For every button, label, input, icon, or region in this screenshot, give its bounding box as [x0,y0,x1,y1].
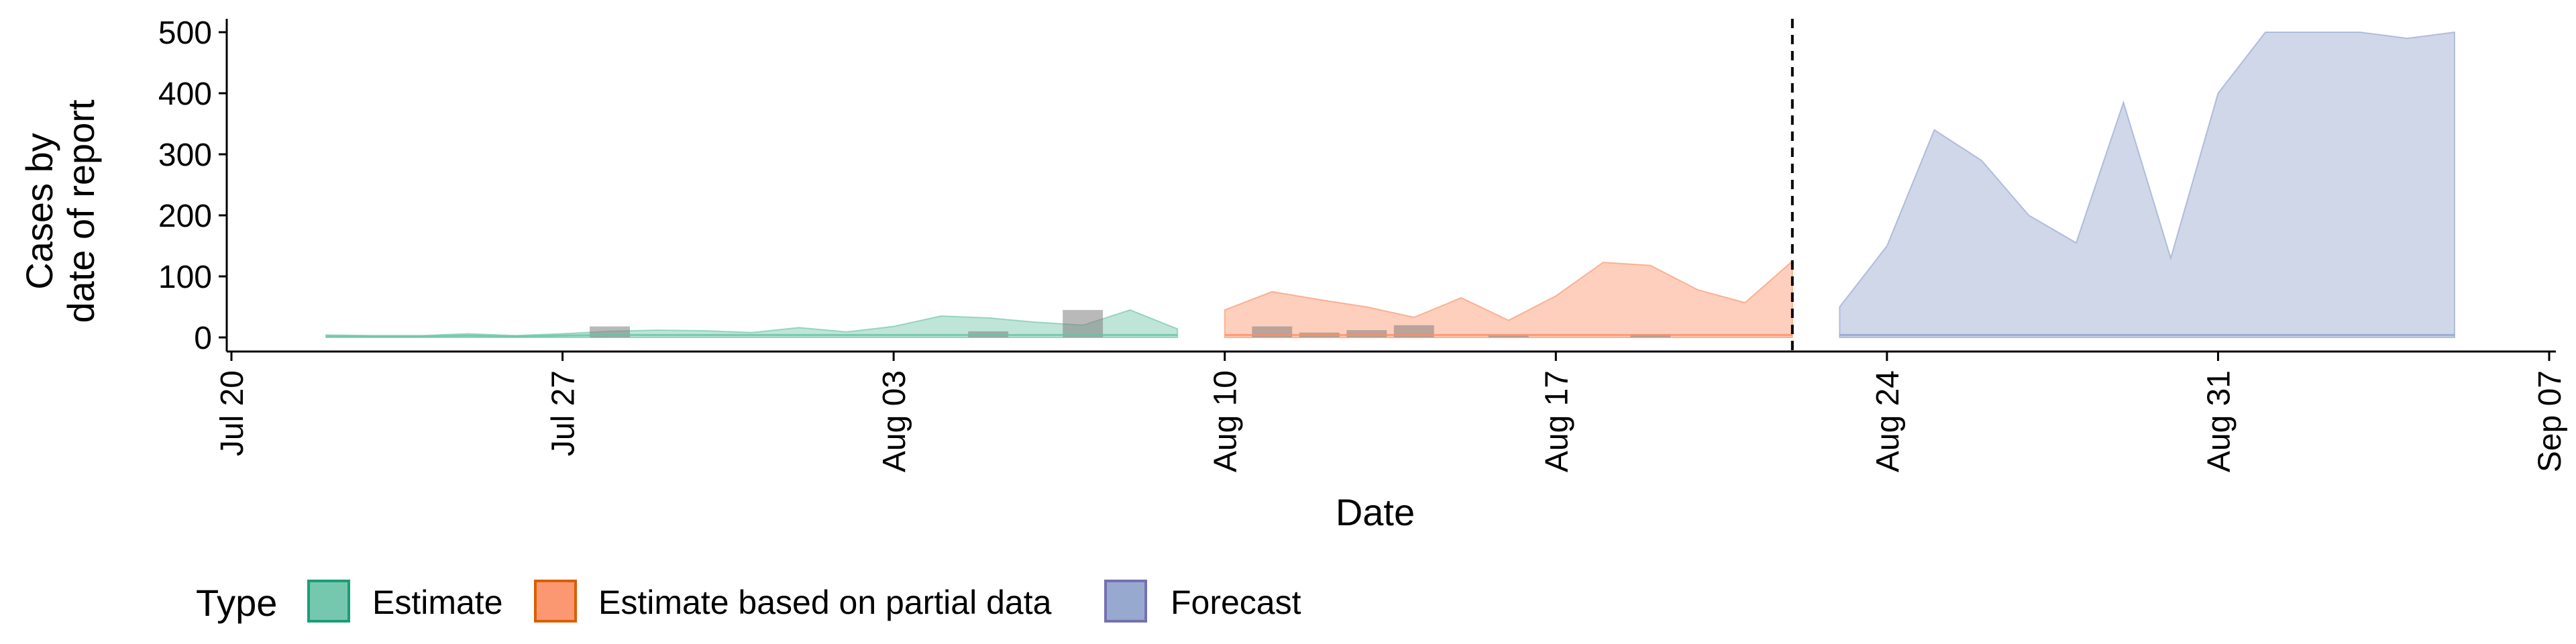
median-line-series-1 [325,333,1178,338]
legend-label-3: Forecast [1171,584,1301,621]
y-tick-label: 100 [158,260,212,295]
legend-label-2: Estimate based on partial data [598,584,1052,621]
x-tick-label: Aug 31 [2201,370,2237,472]
y-tick-label: 400 [158,76,212,112]
reported-case-bar [1346,330,1387,337]
legend-key-1 [307,580,350,623]
x-ticks: Jul 20 Jul 27 Aug 03 Aug 10 Aug 17 Aug 24 Aug … [215,352,2568,472]
legend: Type Estimate Estimate based on partial d… [196,580,1301,624]
y-tick-label: 200 [158,199,212,234]
area-series-1 [325,309,1179,338]
x-tick-label: Aug 03 [877,370,912,472]
legend-title: Type [196,582,277,624]
legend-key-3 [1104,580,1147,623]
legend-label-1: Estimate [372,584,503,621]
y-tick-label: 500 [158,15,212,51]
axes: 0 100 200 300 400 500 Jul 20 Jul 27 Aug 03 Aug 1… [158,15,2568,472]
x-tick-label: Jul 27 [546,370,582,456]
x-tick-label: Sep 07 [2532,370,2568,472]
plot-areas [325,31,2455,338]
y-axis-title-line-2: date of report [60,99,102,323]
reported-case-bar [1488,335,1529,337]
x-axis-title: Date [1336,491,1415,533]
area-series-2 [1224,260,1793,338]
legend-key-2 [534,580,577,623]
x-tick-label: Aug 10 [1208,370,1244,472]
reported-case-bar [1063,310,1104,337]
x-tick-label: Aug 17 [1539,370,1574,472]
median-lines [325,333,2455,338]
x-tick-label: Aug 24 [1870,370,1906,472]
y-tick-label: 300 [158,138,212,173]
y-tick-label: 0 [194,321,212,356]
x-tick-label: Jul 20 [215,370,250,456]
y-axis-title-line-1: Cases by [18,133,60,289]
y-ticks: 0 100 200 300 400 500 [158,15,227,356]
area-series-3 [1839,31,2455,338]
